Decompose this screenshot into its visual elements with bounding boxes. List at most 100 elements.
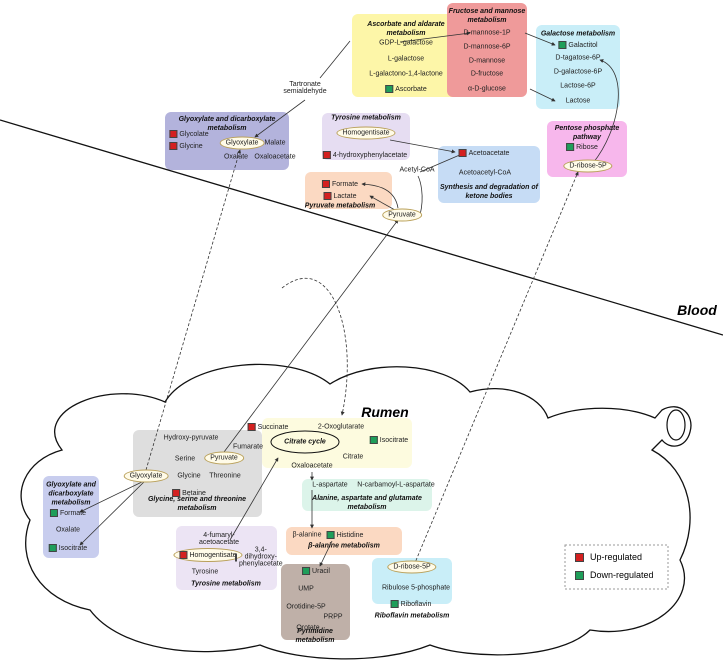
pathway-title: Riboflavin metabolism (374, 612, 450, 620)
metabolite-name: GDP-L-galactose (379, 39, 433, 47)
pathway-box (43, 476, 99, 558)
metabolite-name: Formate (331, 180, 359, 188)
metabolite-name: Pyruvate (210, 454, 238, 462)
metabolite-name: β-alanine (292, 531, 322, 539)
metabolite-name: D-ribose-5P (393, 563, 431, 571)
metabolite: Oxalate (224, 154, 248, 161)
metabolite-name: D-mannose (468, 57, 506, 65)
metabolite: L-aspartate (312, 482, 347, 489)
metabolite-name: Riboflavin (400, 600, 432, 608)
metabolite-name: Citrate (342, 453, 364, 461)
metabolite-name: Oxaloacetate (291, 462, 333, 470)
metabolite: GDP-L-galactose (379, 40, 433, 47)
metabolite-name: Orotate (296, 624, 320, 632)
metabolite: Hydroxy-pyruvate (164, 435, 219, 442)
regulation-marker (323, 192, 332, 200)
regulation-marker (321, 180, 330, 188)
regulation-marker (172, 489, 181, 497)
metabolite: D-mannose-1P (463, 30, 510, 37)
pathway-title: Glyoxylate and dicarboxylate metabolism (46, 481, 96, 507)
metabolite-name: Isocitrate (58, 544, 88, 552)
metabolite-name: Glyoxylate (225, 139, 259, 147)
metabolite: Oxalate (56, 527, 80, 534)
metabolite: D-ribose-5P (387, 560, 437, 574)
metabolite-name: 3,4-dihydroxy-phenylacetate (239, 546, 283, 568)
legend-swatch (575, 570, 584, 580)
metabolite-name: Galactitol (568, 41, 598, 49)
metabolite-name: 2-Oxoglutarate (317, 423, 365, 431)
blood-boundary (0, 119, 723, 336)
metabolite: D-ribose-5P (563, 159, 613, 173)
pathway-box (447, 3, 527, 97)
metabolite-name: Glycolate (179, 130, 209, 138)
metabolite: D-galactose-6P (554, 69, 602, 76)
metabolite: Riboflavin (390, 600, 432, 608)
metabolite-name: D-tagatose-6P (555, 54, 601, 62)
metabolite-name: UMP (298, 585, 314, 593)
metabolite: Acetoacetate (458, 149, 509, 157)
pathway-title: Citrate cycle (284, 438, 326, 446)
regulation-marker (326, 531, 335, 539)
regulation-marker (458, 149, 467, 157)
legend-label: Up-regulated (590, 552, 643, 562)
metabolite: Homogentisate (173, 548, 243, 562)
metabolite: Lactate (323, 192, 356, 200)
metabolite-name: Oxalate (55, 526, 81, 534)
metabolite: α-D-glucose (468, 86, 506, 93)
rumen-pipe (666, 409, 686, 441)
metabolite-name: Fumarate (233, 443, 263, 451)
metabolite-name: Ribose (576, 143, 598, 151)
metabolite-name: PRPP (323, 613, 343, 621)
legend-swatch (575, 552, 584, 562)
regulation-marker (322, 151, 331, 159)
metabolite: Oxaloacetate (291, 463, 332, 470)
regulation-marker (302, 567, 311, 575)
metabolite-name: 4-fumaryl-acetoacetate (198, 532, 240, 546)
regulation-marker (169, 130, 178, 138)
metabolite: Ribose (566, 143, 598, 151)
legend-item: Down-regulated (575, 570, 654, 580)
legend-item: Up-regulated (575, 552, 642, 562)
regulation-marker (390, 600, 399, 608)
pathway-box (286, 527, 402, 555)
metabolite: Tyrosine (192, 569, 218, 576)
metabolite: Isocitrate (369, 436, 408, 444)
metabolite-name: 4-hydroxyphenylacetate (332, 151, 408, 159)
regulation-marker (247, 423, 256, 431)
metabolite-name: L-aspartate (312, 481, 348, 489)
pathway-title: Pentose phosphate pathway (554, 124, 620, 141)
metabolite: Galactitol (558, 41, 598, 49)
metabolite: Glycine (169, 142, 203, 150)
metabolite-name: L-galactose (387, 55, 425, 63)
metabolite-name: Histidine (336, 531, 364, 539)
metabolite: L-galactono-1,4-lactone (369, 71, 443, 78)
pathway-title: Tyrosine metabolism (191, 580, 261, 588)
metabolite-name: D-galactose-6P (553, 68, 603, 76)
metabolite: D-mannose-6P (463, 44, 510, 51)
metabolite-name: Malate (264, 139, 286, 147)
pathway-title: Pyrimidine metabolism (295, 627, 335, 644)
regulation-marker (179, 551, 188, 559)
metabolite-name: Oxalate (223, 153, 249, 161)
metabolite: D-fructose (471, 71, 503, 78)
pathway-title: Alanine, aspartate and glutamate metabol… (312, 494, 422, 511)
metabolite: Formate (321, 180, 359, 188)
pathway-title: Galactose metabolism (540, 30, 616, 38)
metabolite: Lactose (566, 98, 591, 105)
metabolite: Uracil (302, 567, 330, 575)
metabolite-name: Serine (174, 455, 196, 463)
metabolite-name: D-mannose-6P (463, 43, 511, 51)
metabolite: Succinate (247, 423, 289, 431)
metabolite-name: Glycine (179, 142, 203, 150)
regulation-marker (48, 544, 57, 552)
metabolite: Acetoacetyl-CoA (459, 170, 511, 177)
metabolite-name: Succinate (257, 423, 289, 431)
metabolite: PRPP (323, 614, 342, 621)
metabolite: Pyruvate (204, 451, 244, 465)
pathway-box (262, 418, 412, 468)
region-label: Blood (677, 302, 717, 318)
metabolite: N-carbamoyl-L-aspartate (357, 482, 434, 489)
pathway-title: Glyoxylate and dicarboxylate metabolism (178, 115, 276, 132)
metabolite-name: Tyrosine (191, 568, 219, 576)
